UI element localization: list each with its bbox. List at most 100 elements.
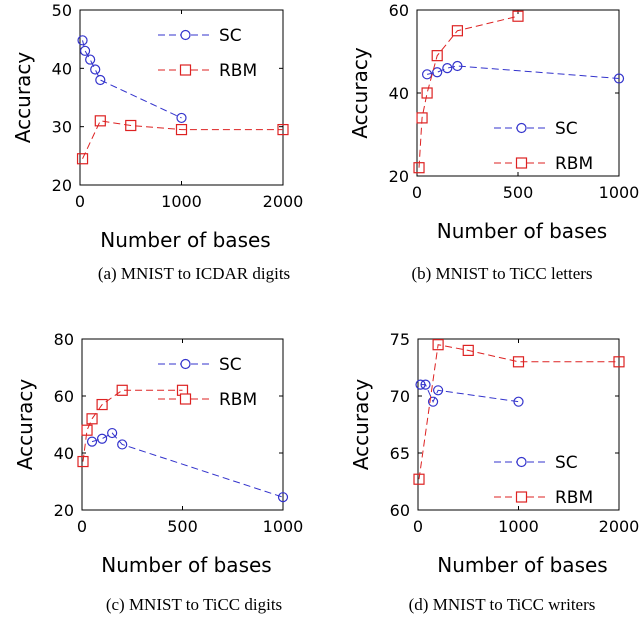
data-point-sc: [85, 54, 96, 65]
series-line-rbm: [418, 15, 519, 168]
data-point-sc: [107, 427, 118, 439]
data-point-sc: [420, 379, 431, 390]
y-tick-label: 30: [52, 118, 72, 137]
series-line-rbm: [418, 344, 619, 480]
legend-marker-sc: [516, 122, 527, 134]
subfigure-caption: (a) MNIST to ICDAR digits: [98, 264, 290, 283]
data-point-sc: [442, 62, 453, 74]
data-point-rbm: [94, 115, 106, 127]
legend-label-sc: SC: [219, 355, 242, 375]
legend-label-sc: SC: [555, 453, 578, 473]
x-tick-label: 1000: [498, 517, 539, 536]
legend-label-sc: SC: [219, 26, 242, 46]
y-tick-label: 60: [390, 501, 410, 520]
series-line-rbm: [82, 389, 183, 462]
y-axis-label: Accuracy: [13, 379, 37, 470]
data-point-rbm: [613, 356, 625, 368]
legend-marker-rbm: [515, 157, 528, 169]
y-tick-label: 70: [390, 387, 410, 406]
legend-marker-sc: [180, 358, 191, 370]
data-point-sc: [513, 396, 524, 407]
legend-label-rbm: RBM: [219, 61, 257, 81]
legend-marker-rbm: [179, 64, 192, 76]
y-tick-label: 20: [389, 167, 409, 186]
series-line-sc: [426, 65, 620, 79]
x-tick-label: 0: [412, 183, 422, 202]
data-point-rbm: [431, 50, 443, 62]
series-line-sc: [420, 384, 519, 403]
data-point-rbm: [451, 25, 463, 37]
y-axis-label: Accuracy: [348, 47, 372, 138]
legend-label-rbm: RBM: [555, 488, 593, 508]
legend-label-sc: SC: [555, 119, 578, 139]
y-tick-label: 60: [389, 1, 409, 20]
y-tick-label: 60: [54, 387, 74, 406]
subfigure-caption: (b) MNIST to TiCC letters: [411, 264, 592, 283]
y-tick-label: 50: [52, 1, 72, 20]
x-tick-label: 0: [413, 517, 423, 536]
y-tick-label: 40: [54, 444, 74, 463]
data-point-sc: [90, 64, 101, 75]
data-point-sc: [452, 60, 463, 72]
x-tick-label: 500: [167, 517, 198, 536]
x-tick-label: 2000: [599, 517, 640, 536]
data-point-rbm: [512, 10, 524, 22]
data-point-sc: [77, 35, 88, 46]
data-point-sc: [427, 396, 439, 407]
data-point-rbm: [413, 162, 425, 174]
data-point-rbm: [462, 344, 474, 356]
data-point-sc: [86, 436, 98, 447]
x-axis-label: Number of bases: [437, 553, 607, 577]
chart-4: 0 1000 2000 60 65 70 75 Number of bases Accuracy…: [349, 330, 639, 614]
y-tick-label: 75: [390, 330, 410, 349]
data-point-rbm: [86, 413, 98, 425]
data-point-rbm: [175, 123, 188, 136]
data-point-rbm: [413, 473, 425, 485]
data-point-rbm: [116, 384, 128, 396]
legend-label-rbm: RBM: [219, 390, 257, 410]
chart-1: 0 1000 2000 20 30 40 50 Number of bases Accuracy…: [11, 1, 303, 283]
data-point-sc: [117, 439, 128, 450]
chart-3: 0 500 1000 20 40 60 80 Number of bases Accuracy S…: [13, 330, 303, 614]
x-tick-label: 1000: [161, 192, 202, 211]
series-line-sc: [82, 40, 182, 119]
y-axis-label: Accuracy: [11, 52, 35, 143]
y-tick-label: 40: [52, 59, 72, 78]
x-axis-label: Number of bases: [437, 219, 607, 243]
data-point-rbm: [77, 455, 89, 468]
legend-marker-rbm: [179, 393, 192, 405]
x-tick-label: 0: [75, 192, 85, 211]
data-point-rbm: [125, 119, 137, 132]
y-tick-label: 65: [390, 444, 410, 463]
data-point-sc: [613, 73, 625, 84]
chart-2: 0 500 1000 20 40 60 Number of bases Accuracy SC R…: [348, 1, 639, 283]
legend-marker-sc: [180, 29, 191, 41]
data-point-sc: [415, 379, 426, 390]
data-point-sc: [432, 67, 443, 78]
x-tick-label: 0: [77, 517, 87, 536]
plot-frame: [417, 338, 620, 511]
data-point-rbm: [432, 339, 444, 351]
x-tick-label: 500: [503, 183, 534, 202]
data-point-sc: [176, 112, 187, 124]
series-line-rbm: [82, 120, 283, 159]
plot-frame: [416, 9, 620, 177]
data-point-rbm: [277, 123, 289, 136]
data-point-rbm: [421, 87, 433, 99]
y-axis-label: Accuracy: [349, 379, 373, 470]
data-point-rbm: [96, 398, 108, 411]
data-point-rbm: [81, 424, 93, 436]
data-point-sc: [422, 69, 433, 80]
x-axis-label: Number of bases: [101, 553, 271, 577]
data-point-rbm: [416, 112, 428, 124]
data-point-rbm: [512, 356, 525, 368]
data-point-sc: [79, 45, 91, 56]
y-tick-label: 20: [54, 501, 74, 520]
subfigure-caption: (c) MNIST to TiCC digits: [106, 595, 282, 614]
x-tick-label: 2000: [263, 192, 304, 211]
subfigure-caption: (d) MNIST to TiCC writers: [409, 595, 596, 614]
x-axis-label: Number of bases: [100, 228, 270, 252]
data-point-sc: [433, 385, 444, 396]
series-line-sc: [91, 432, 284, 498]
